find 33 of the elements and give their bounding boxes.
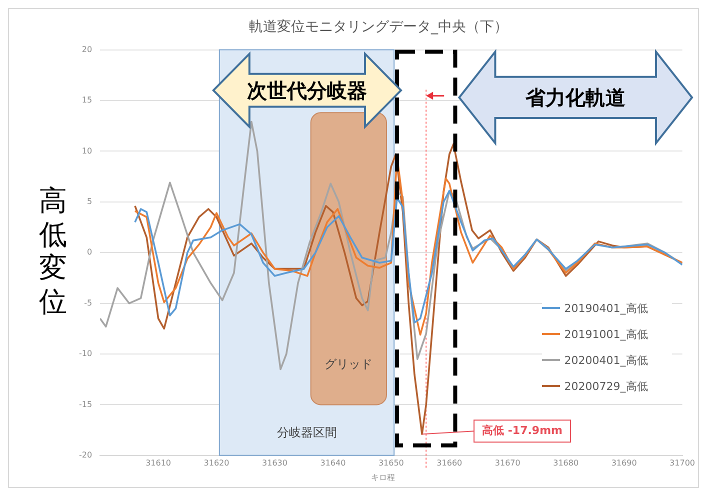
x-tick-label: 31680	[553, 458, 579, 468]
legend-label: 20191001_高低	[564, 326, 648, 342]
annotation: 次世代分岐器	[247, 78, 368, 102]
y-tick-label: -15	[78, 400, 92, 409]
x-tick-label: 31630	[262, 458, 288, 468]
y-axis-title: 高低変位	[39, 184, 67, 318]
x-tick-label: 31700	[670, 458, 695, 468]
y-tick-label: -20	[78, 450, 92, 460]
y-tick-label: -10	[78, 349, 92, 358]
y-tick-label: 10	[82, 146, 92, 156]
legend-label: 20200729_高低	[564, 378, 648, 394]
y-tick-label: 20	[82, 44, 92, 54]
y-tick-label: 15	[82, 96, 92, 105]
chart-title: 軌道変位モニタリングデータ_中央（下）	[249, 19, 508, 36]
y-tick-label: 5	[86, 196, 92, 206]
double-arrow: 次世代分岐器	[212, 51, 402, 130]
x-tick-label: 31650	[378, 458, 404, 468]
band-label: グリッド	[324, 356, 373, 371]
x-tick-label: 31660	[436, 458, 462, 468]
y-tick-label: -5	[84, 298, 92, 308]
x-tick-label: 31670	[494, 458, 520, 468]
x-tick-label: 31690	[611, 458, 637, 468]
x-tick-label: 31620	[204, 458, 230, 468]
legend-label: 20200401_高低	[564, 352, 648, 368]
annotation: 省力化軌道	[524, 85, 626, 110]
legend-label: 20190401_高低	[564, 300, 648, 316]
x-tick-label: 31610	[146, 458, 172, 468]
x-tick-label: 31640	[320, 458, 346, 468]
double-arrow: 省力化軌道	[458, 48, 694, 146]
x-axis-title: キロ程	[371, 472, 396, 484]
band-label: 分岐器区間	[276, 426, 337, 440]
y-tick-label: 0	[86, 248, 92, 257]
annotation: 高低 -17.9mm	[482, 424, 562, 437]
